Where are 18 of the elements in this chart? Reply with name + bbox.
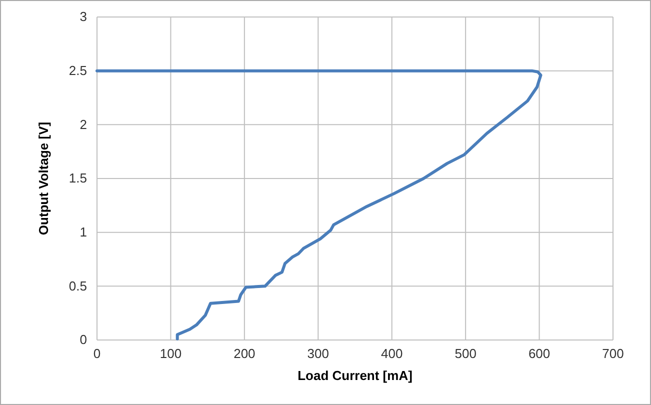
y-tick-label: 1.5 <box>68 170 87 186</box>
x-tick-label: 500 <box>454 346 476 362</box>
y-tick-label: 3 <box>80 9 87 24</box>
y-tick-label: 0.5 <box>68 278 87 294</box>
x-tick-label: 200 <box>234 346 256 362</box>
y-axis-title: Output Voltage [V] <box>36 122 51 236</box>
y-tick-label: 2 <box>80 116 87 132</box>
line-series <box>96 69 542 340</box>
x-tick-label: 600 <box>528 346 550 362</box>
y-tick-label: 1 <box>80 224 87 240</box>
x-tick-label: 700 <box>602 346 624 362</box>
x-tick-label: 0 <box>93 346 101 362</box>
x-tick-label: 100 <box>160 346 182 362</box>
x-tick-label: 300 <box>307 346 329 362</box>
y-tick-label: 2.5 <box>68 62 87 78</box>
y-tick-label: 0 <box>80 332 87 348</box>
x-axis-title: Load Current [mA] <box>298 368 412 383</box>
x-tick-label: 400 <box>381 346 403 362</box>
